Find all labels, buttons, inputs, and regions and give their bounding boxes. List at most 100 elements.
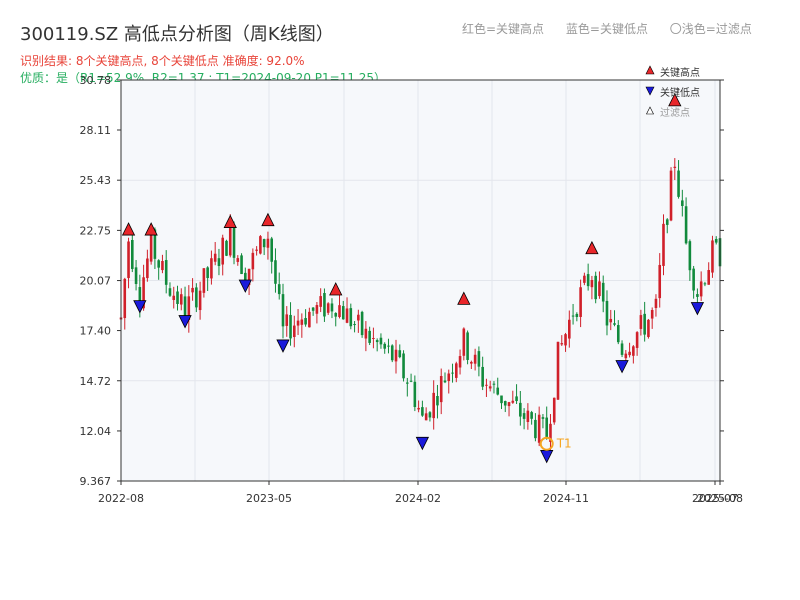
candle-body (684, 206, 688, 244)
candle-body (270, 238, 273, 262)
candle-body (326, 303, 330, 313)
key-low-marker (415, 436, 430, 451)
key-high-marker (121, 222, 136, 236)
candle-body (300, 319, 304, 325)
candle-body (552, 397, 556, 423)
key-low-marker (178, 315, 192, 329)
candle-body (647, 319, 650, 337)
marker-legend: 关键高点 关键低点 过滤点 (645, 65, 700, 119)
candle-body (123, 278, 127, 319)
legend-low-label: 关键低点 (660, 86, 700, 99)
x-tick-label: 2025-07 (692, 492, 738, 505)
x-tick-label: 2024-11 (543, 492, 589, 505)
candle-body (289, 314, 292, 339)
candle-body (421, 407, 424, 416)
candle-body (673, 166, 677, 168)
candle-body (176, 291, 179, 304)
candle-body (707, 270, 710, 285)
candle-body (341, 306, 345, 320)
candle-body (568, 319, 571, 339)
candle-body (357, 314, 360, 321)
candle-body (217, 258, 221, 267)
x-tick-label: 2024-02 (395, 492, 441, 505)
candle-body (643, 313, 646, 335)
candle-body (206, 267, 209, 279)
candle-body (556, 341, 560, 400)
candle-body (255, 249, 258, 251)
candle-body (688, 241, 692, 271)
candle-body (714, 238, 718, 243)
candle-body (696, 294, 699, 297)
candle-body (477, 351, 481, 367)
candle-body (308, 311, 311, 328)
key-low-marker (615, 360, 629, 374)
candle-body (466, 332, 469, 360)
candle-body (210, 258, 213, 279)
candle-body (470, 361, 473, 364)
candle-body (364, 328, 368, 339)
candle-body (624, 353, 628, 359)
candle-body (549, 423, 552, 442)
candle-body (545, 417, 549, 439)
candle-body (172, 295, 176, 301)
candle-body (311, 307, 315, 311)
candle-body (677, 170, 680, 197)
candle-body (134, 267, 138, 285)
key-high-marker (585, 240, 599, 255)
candle-body (353, 324, 356, 326)
candle-body (247, 268, 251, 286)
key-high-marker (223, 214, 237, 228)
candle-body (168, 288, 172, 296)
candle-body (511, 400, 515, 403)
candle-body (183, 296, 187, 318)
top-legend-red: 红色=关键高点 (462, 22, 545, 36)
candle-body (541, 417, 545, 419)
candle-body (372, 337, 375, 340)
candle-body (157, 260, 160, 268)
key-high-marker (329, 282, 343, 296)
y-tick-label: 9.367 (80, 475, 112, 488)
candle-body (699, 281, 703, 297)
candle-body (417, 407, 420, 410)
candle-body (398, 350, 402, 358)
candle-body (571, 315, 575, 317)
x-tick-label: 2023-05 (246, 492, 292, 505)
candle-body (375, 340, 379, 343)
candle-body (131, 240, 134, 269)
candle-body (127, 241, 130, 279)
candle-body (447, 373, 451, 382)
candle-body (349, 308, 353, 327)
candles (119, 158, 722, 454)
candle-body (583, 275, 586, 283)
candle-body (560, 343, 564, 345)
key-high-marker (668, 92, 682, 107)
candle-body (406, 382, 409, 384)
candle-body (138, 287, 142, 305)
candle-body (609, 318, 613, 323)
key-low-marker (133, 300, 147, 314)
candle-body (605, 300, 609, 326)
candle-body (142, 277, 145, 309)
candle-body (304, 318, 307, 325)
candle-body (390, 345, 394, 361)
key-high-marker (261, 212, 275, 227)
y-tick-label: 25.43 (80, 174, 112, 187)
candle-body (387, 345, 390, 347)
candle-body (319, 296, 322, 307)
candle-body (481, 366, 484, 387)
candle-body (669, 170, 673, 221)
key-high-marker (457, 291, 471, 305)
candle-body (409, 380, 413, 382)
candle-body (537, 414, 541, 443)
candle-body (323, 292, 326, 317)
candle-body (530, 412, 533, 419)
candle-body (383, 343, 387, 349)
candle-body (244, 272, 247, 285)
legend-filtered-label: 过滤点 (660, 106, 690, 119)
candle-body (259, 236, 262, 254)
candle-body (451, 372, 454, 374)
candle-body (240, 255, 243, 275)
y-tick-label: 30.78 (80, 74, 112, 87)
candle-body (515, 396, 518, 402)
